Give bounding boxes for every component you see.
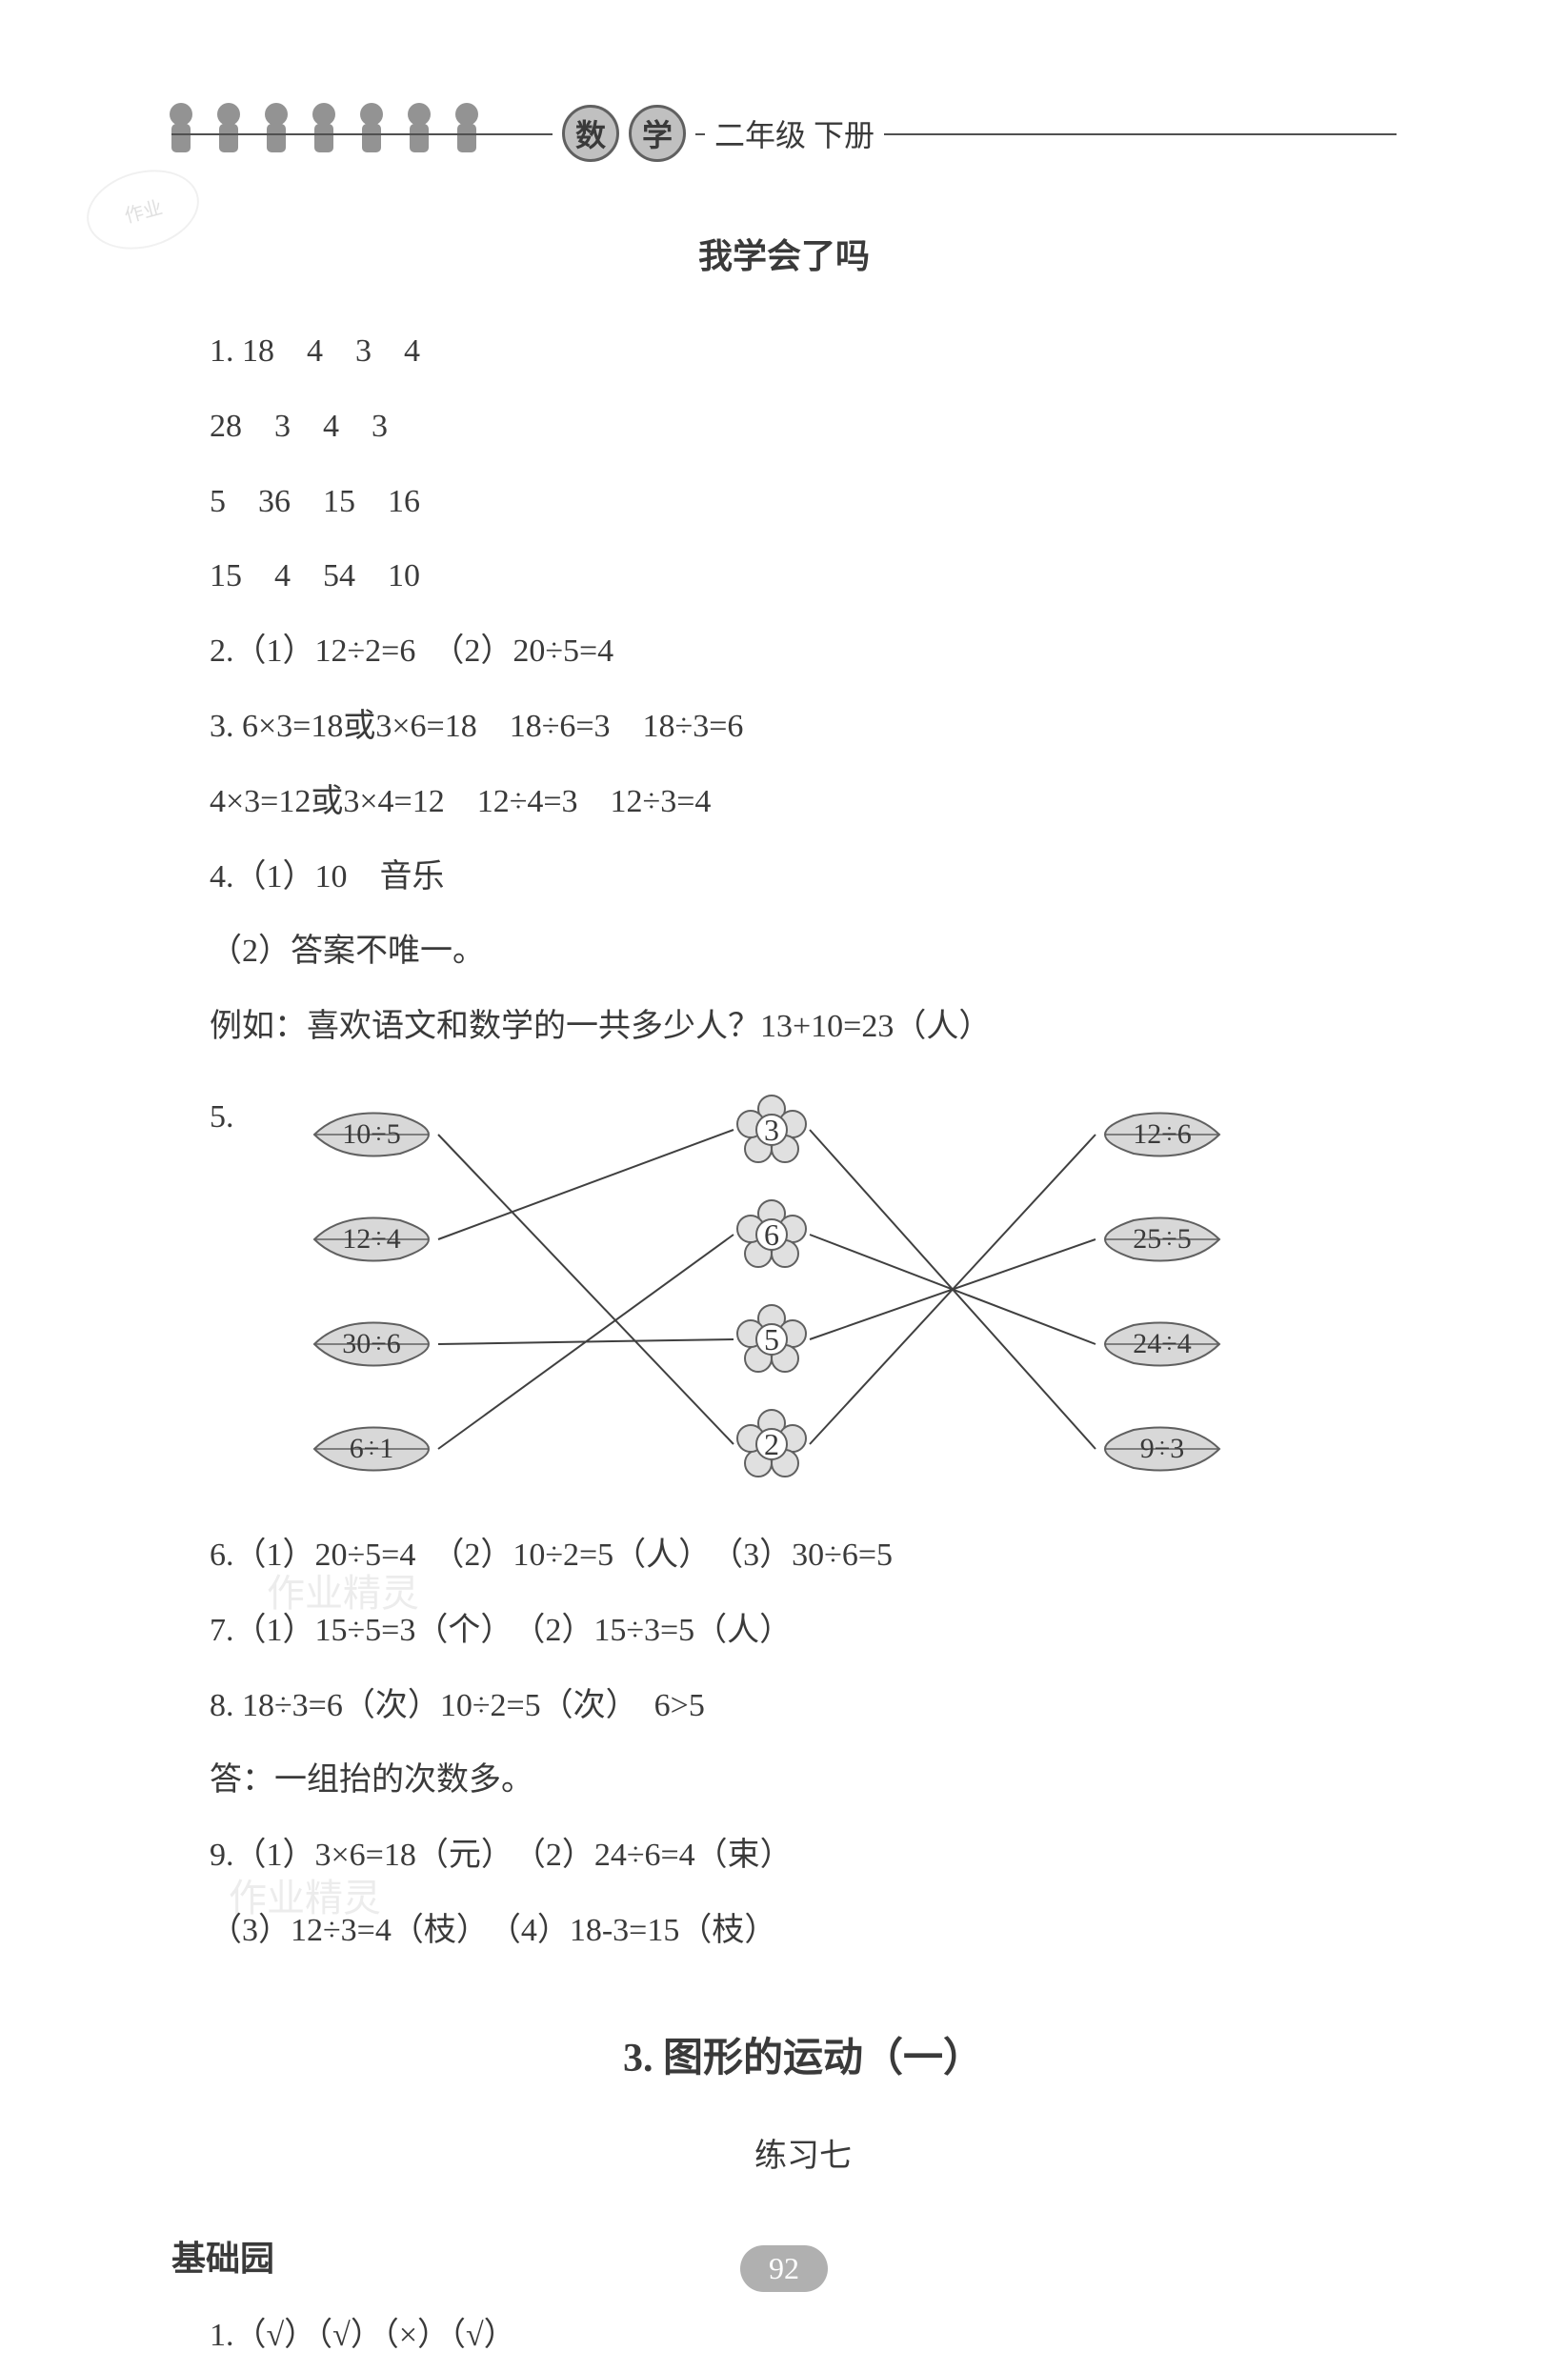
leaf-right: 25÷5 [1096,1206,1229,1273]
leaf-left: 12÷4 [305,1206,438,1273]
answer-line: 5 36 15 16 [210,467,1397,538]
answer-line: （2）答案不唯一。 [210,916,1397,988]
q5-label: 5. [210,1082,234,1154]
exercise-title: 练习七 [210,2121,1397,2193]
leaf-left: 6÷1 [305,1416,438,1482]
badge-math-2: 学 [629,105,686,162]
answer-line: 6.（1）20÷5=4 （2）10÷2=5（人） （3）30÷6=5 [210,1520,1397,1592]
page-header: 数 学 二年级 下册 [171,95,1397,171]
answer-line: 1. 18 4 3 4 [210,316,1397,388]
question-5-diagram: 5. 10÷512÷430÷66÷112÷625÷524÷49÷33652 [248,1082,1296,1501]
answer-line: 28 3 4 3 [210,392,1397,463]
leaf-left: 30÷6 [305,1311,438,1377]
flower-center: 6 [734,1196,810,1273]
flower-center: 5 [734,1301,810,1377]
answer-line: 答：一组抬的次数多。 [210,1745,1397,1817]
answer-line: 9.（1）3×6=18（元） （2）24÷6=4（束） [210,1820,1397,1892]
basic-answer-line: 1.（√）（√）（×）（√） [210,2301,1397,2372]
leaf-right: 12÷6 [1096,1101,1229,1168]
subject-badges: 数 学 [553,105,695,162]
page-number: 92 [740,2245,828,2292]
answer-line: 15 4 54 10 [210,541,1397,613]
answer-line: 例如：喜欢语文和数学的一共多少人？13+10=23（人） [210,992,1397,1063]
section-title: 我学会了吗 [171,229,1397,278]
answer-line: 7.（1）15÷5=3（个） （2）15÷3=5（人） [210,1596,1397,1667]
answer-line: 3. 6×3=18或3×6=18 18÷6=3 18÷3=6 [210,692,1397,763]
answer-line: 4.（1）10 音乐 [210,842,1397,914]
answer-line: （3）12÷3=4（枝） （4）18-3=15（枝） [210,1896,1397,1967]
leaf-right: 24÷4 [1096,1311,1229,1377]
badge-math-1: 数 [562,105,619,162]
header-decoration-space [171,95,553,171]
leaf-right: 9÷3 [1096,1416,1229,1482]
flower-center: 2 [734,1406,810,1482]
answer-content: 1. 18 4 3 4 28 3 4 3 5 36 15 16 15 4 54 … [171,316,1397,2372]
answer-line: 2.（1）12÷2=6 （2）20÷5=4 [210,616,1397,688]
answer-line: 4×3=12或3×4=12 12÷4=3 12÷3=4 [210,767,1397,838]
leaf-left: 10÷5 [305,1101,438,1168]
answer-line: 8. 18÷3=6（次）10÷2=5（次） 6>5 [210,1671,1397,1742]
grade-label: 二年级 下册 [705,111,884,155]
chapter-title: 3. 图形的运动（一） [210,2015,1397,2102]
flower-center: 3 [734,1092,810,1168]
